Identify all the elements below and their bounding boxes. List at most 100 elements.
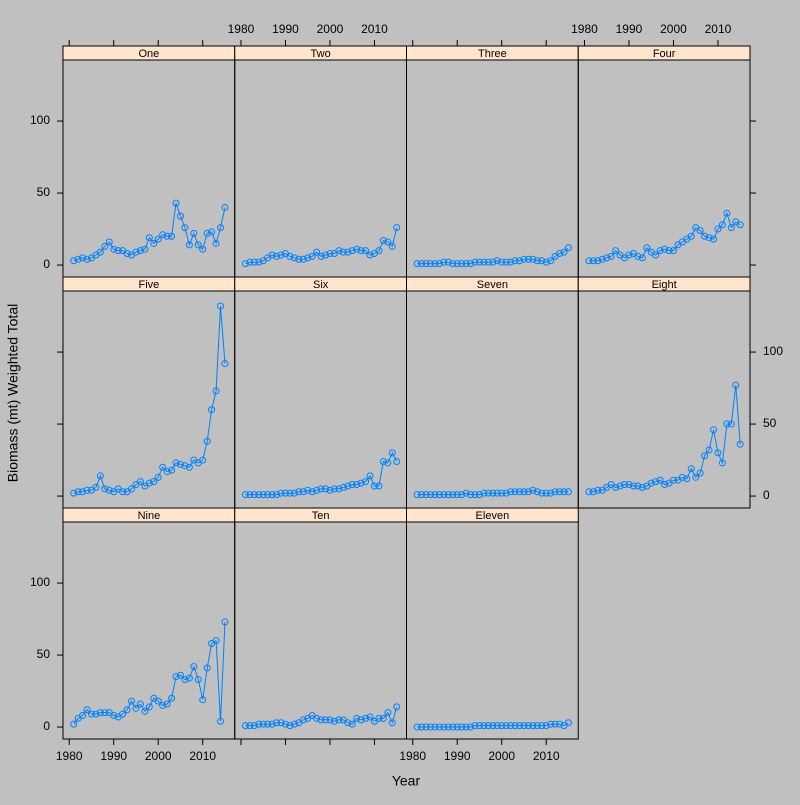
data-point [370,482,378,490]
data-point [538,489,546,497]
data-point [379,237,387,245]
data-point [511,722,519,730]
data-point [705,446,713,454]
data-point [589,488,597,496]
series-line [417,489,569,496]
x-tick-label: 1980 [571,22,598,36]
data-point [181,462,189,470]
data-point [190,663,198,671]
data-point [736,221,744,229]
data-point [366,713,374,721]
data-point [493,489,501,497]
data-point [440,723,448,731]
y-tick-label: 0 [43,257,50,271]
data-point [123,250,131,258]
data-point [83,255,91,263]
data-point [542,489,550,497]
data-point [366,251,374,259]
data-point [471,722,479,730]
data-point [564,244,572,252]
series-line [73,305,226,494]
data-point [136,247,144,255]
data-point [388,449,396,457]
data-point [264,720,272,728]
data-point [560,248,568,256]
data-point [458,260,466,268]
data-point [375,482,383,490]
data-point [384,459,392,467]
data-point [290,720,298,728]
data-point [313,714,321,722]
data-point [538,722,546,730]
data-point [208,406,216,414]
data-point [92,710,100,718]
data-point [638,254,646,262]
data-point [181,224,189,232]
x-tick-label: 2010 [705,22,732,36]
data-point [344,248,352,256]
data-point [467,260,475,268]
data-point [110,712,118,720]
data-point [551,488,559,496]
data-point [353,714,361,722]
data-point [484,489,492,497]
panel [62,521,236,740]
data-point [542,722,550,730]
data-point [176,460,184,468]
data-point [444,491,452,499]
data-point [246,722,254,730]
y-tick-label: 100 [763,344,783,358]
data-point [732,381,740,389]
x-tick-label: 1990 [616,22,643,36]
data-point [607,252,615,260]
data-point [435,491,443,499]
data-point [388,719,396,727]
x-tick-label: 1990 [272,22,299,36]
panel [406,290,579,509]
data-point [145,703,153,711]
data-point [643,244,651,252]
data-point [701,452,709,460]
data-point [101,242,109,250]
data-point [70,720,78,728]
data-point [250,491,258,499]
data-point [625,251,633,259]
data-point [714,225,722,233]
data-point [299,255,307,263]
y-tick-label: 50 [37,185,51,199]
data-point [511,257,519,265]
data-point [413,723,421,731]
data-point [348,481,356,489]
data-point [379,714,387,722]
data-point [393,224,401,232]
data-point [422,723,430,731]
series-line [417,722,569,728]
data-point [136,478,144,486]
data-point [656,476,664,484]
data-point [268,720,276,728]
data-point [290,489,298,497]
data-point [105,238,113,246]
data-point [163,468,171,476]
x-tick-label: 1990 [100,749,127,763]
data-point [264,491,272,499]
data-point [83,486,91,494]
data-point [502,722,510,730]
data-point [701,232,709,240]
data-point [458,723,466,731]
data-point [353,481,361,489]
series-line [245,227,398,265]
data-point [163,232,171,240]
data-point [335,485,343,493]
data-point [507,258,515,266]
data-point [168,694,176,702]
x-tick-label: 2010 [189,749,216,763]
data-point [110,245,118,253]
data-point [212,239,220,247]
panel [62,59,236,278]
y-tick-label: 100 [30,575,50,589]
data-point [163,700,171,708]
data-point [255,491,263,499]
data-point [79,712,87,720]
